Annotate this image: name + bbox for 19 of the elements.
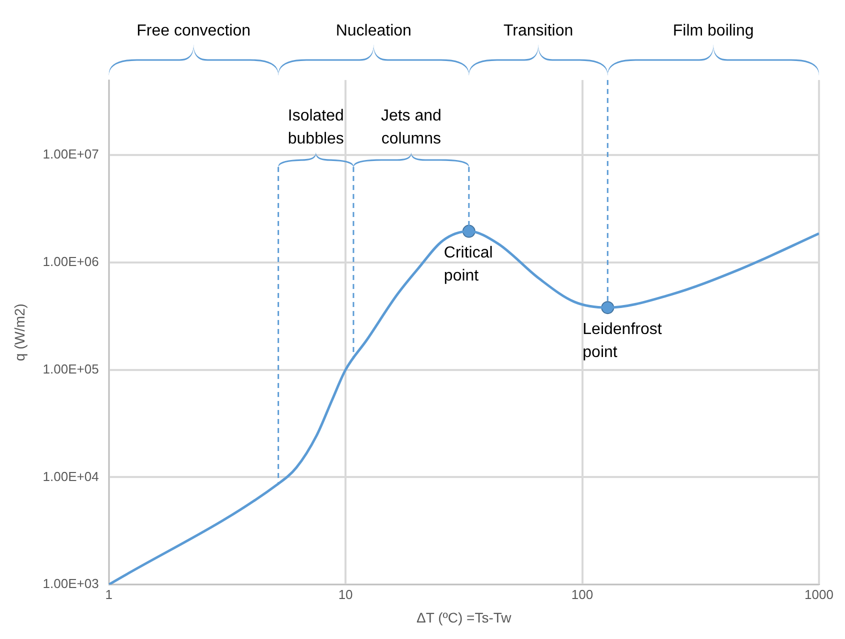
x-tick-label: 1000 [804,586,834,602]
y-axis-title: q (W/m2) [11,304,28,362]
annotation: Critical point [444,244,493,285]
y-tick-label: 1.00E+06 [42,254,99,270]
y-tick-label: 1.00E+03 [42,576,99,592]
annotation: Leidenfrost point [582,320,662,361]
x-tick-label: 10 [338,586,353,602]
text: Transition [503,22,574,40]
x-axis-title: ΔT (ºC) =Ts-Tw [416,609,512,626]
text: Nucleation [336,22,412,40]
y-tick-label: 1.00E+04 [42,468,99,484]
y-tick-label: 1.00E+05 [42,361,99,376]
annotation: Isolated bubbles [288,107,344,148]
x-tick-label: 100 [571,586,594,602]
y-tick-label: 1.00E+07 [42,146,99,162]
text: Film boiling [672,22,754,40]
text: Free convection [136,22,250,40]
x-tick-label: 1 [105,586,112,602]
annotation: Jets and columns [380,107,442,148]
